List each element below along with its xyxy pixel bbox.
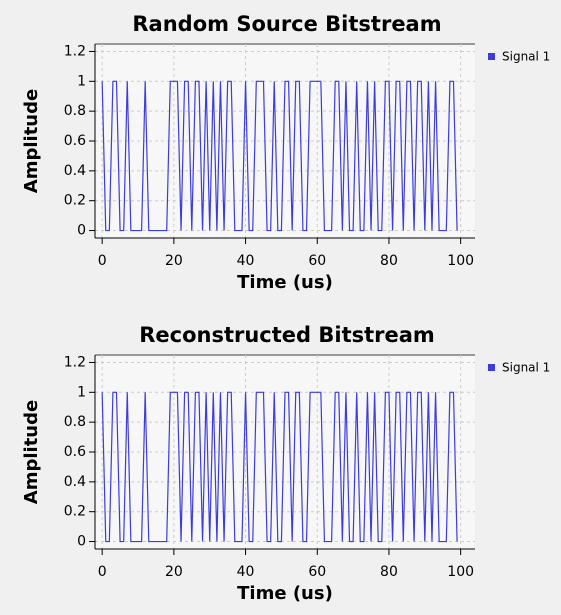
x-tick-label: 40	[237, 564, 255, 580]
legend-swatch	[488, 53, 495, 60]
x-tick-label: 40	[237, 253, 255, 269]
x-tick-label: 100	[447, 564, 474, 580]
y-tick-label: 0.4	[64, 163, 86, 179]
y-tick-label: 0.4	[64, 474, 86, 490]
legend-label: Signal 1	[502, 50, 550, 64]
x-tick-label: 80	[380, 564, 398, 580]
y-tick-label: 0.8	[64, 414, 86, 430]
y-tick-label: 0.6	[64, 444, 86, 460]
x-tick-label: 20	[165, 253, 183, 269]
x-axis-label: Time (us)	[237, 583, 333, 604]
x-tick-label: 0	[98, 564, 107, 580]
x-tick-label: 60	[308, 564, 326, 580]
legend-swatch	[488, 364, 495, 371]
signal-line	[101, 391, 458, 543]
x-tick-label: 80	[380, 253, 398, 269]
chart-title: Reconstructed Bitstream	[139, 323, 435, 347]
y-tick-label: 1	[77, 73, 86, 89]
y-tick-label: 0.8	[64, 103, 86, 119]
y-tick-label: 0.2	[64, 504, 86, 520]
y-tick-label: 0.2	[64, 193, 86, 209]
y-axis-label: Amplitude	[21, 89, 42, 193]
y-tick-label: 1.2	[64, 43, 86, 59]
y-axis-label: Amplitude	[21, 400, 42, 504]
x-axis-label: Time (us)	[237, 272, 333, 293]
y-tick-label: 0	[77, 223, 86, 239]
y-tick-label: 1	[77, 384, 86, 400]
x-tick-label: 100	[447, 253, 474, 269]
legend-label: Signal 1	[502, 361, 550, 375]
signal-line	[101, 80, 458, 232]
y-tick-label: 0.6	[64, 133, 86, 149]
x-tick-label: 60	[308, 253, 326, 269]
x-tick-label: 0	[98, 253, 107, 269]
y-tick-label: 1.2	[64, 354, 86, 370]
x-tick-label: 20	[165, 564, 183, 580]
chart-title: Random Source Bitstream	[132, 12, 441, 36]
y-tick-label: 0	[77, 534, 86, 550]
